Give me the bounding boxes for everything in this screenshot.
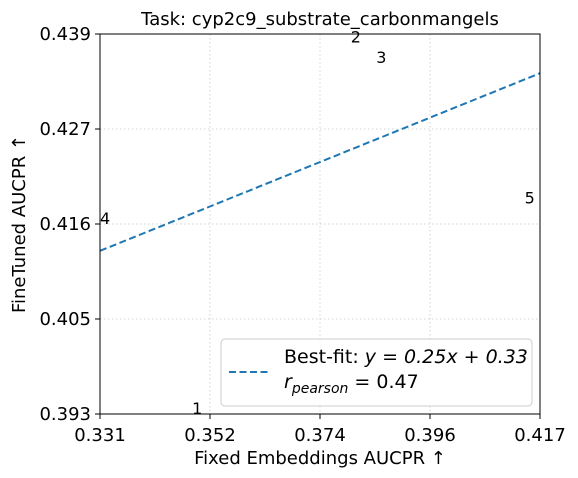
x-axis-ticks: 0.331 0.352 0.374 0.396 0.417 [74, 414, 566, 446]
point-label-2: 2 [351, 27, 361, 46]
y-tick-label: 0.393 [39, 404, 91, 425]
y-axis-label: FineTuned AUCPR ↑ [9, 135, 30, 313]
legend-fit-equation: y = 0.25x + 0.33 [364, 346, 528, 368]
point-label-3: 3 [376, 48, 386, 67]
y-tick-label: 0.416 [39, 214, 91, 235]
x-tick-label: 0.331 [74, 425, 126, 446]
y-tick-label: 0.439 [39, 24, 91, 45]
legend-r-label: rpearson = 0.47 [284, 371, 419, 397]
legend-fit-label: Best-fit: y = 0.25x + 0.33 [284, 346, 528, 368]
x-tick-label: 0.396 [404, 425, 456, 446]
legend-fit-prefix: Best-fit: [284, 346, 365, 368]
x-tick-label: 0.352 [184, 425, 236, 446]
legend-r-rest: = 0.47 [348, 371, 418, 393]
legend-r-sub: pearson [291, 381, 349, 397]
chart-title: Task: cyp2c9_substrate_carbonmangels [140, 9, 499, 30]
x-tick-label: 0.417 [514, 425, 566, 446]
x-tick-label: 0.374 [294, 425, 346, 446]
y-tick-label: 0.405 [39, 309, 91, 330]
y-axis-ticks: 0.393 0.405 0.416 0.427 0.439 [39, 24, 100, 425]
legend: Best-fit: y = 0.25x + 0.33 rpearson = 0.… [220, 338, 533, 407]
legend-box [220, 338, 533, 407]
best-fit-line [99, 72, 541, 252]
point-label-1: 1 [192, 399, 202, 418]
x-axis-label: Fixed Embeddings AUCPR ↑ [194, 448, 446, 469]
y-tick-label: 0.427 [39, 119, 91, 140]
point-label-4: 4 [100, 209, 110, 228]
legend-r-main: r [284, 371, 293, 393]
point-label-5: 5 [525, 188, 535, 207]
